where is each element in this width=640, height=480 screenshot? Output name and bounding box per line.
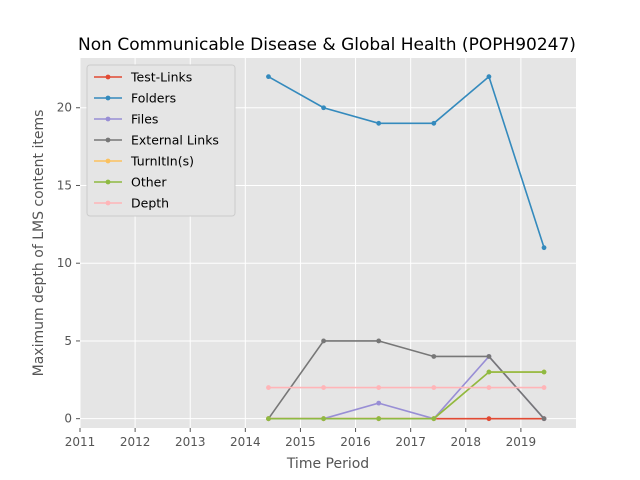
y-tick-label: 20 — [57, 101, 72, 115]
legend-label: TurnItIn(s) — [130, 154, 194, 169]
x-tick-label: 2014 — [230, 435, 261, 449]
data-point-other — [541, 369, 547, 375]
data-point-external-links — [541, 416, 547, 422]
legend: Test-Links Folders Files External Links Turn… — [86, 64, 236, 217]
x-tick-label: 2011 — [65, 435, 96, 449]
legend-marker — [105, 179, 111, 185]
legend-label: Other — [131, 175, 167, 190]
data-point-depth — [321, 385, 326, 390]
y-tick-label: 15 — [57, 178, 72, 192]
data-point-external-links — [486, 354, 492, 359]
chart-title: Non Communicable Disease & Global Health… — [78, 35, 576, 55]
data-point-other — [266, 416, 271, 422]
data-point-depth — [486, 385, 492, 390]
series-lines — [266, 74, 547, 422]
legend-marker — [105, 200, 111, 206]
x-tick-label: 2015 — [285, 435, 316, 449]
y-axis-label: Maximum depth of LMS content items — [31, 110, 47, 377]
x-axis-label: Time Period — [286, 456, 369, 472]
data-point-other — [321, 416, 326, 422]
x-tick-label: 2018 — [451, 435, 482, 449]
legend-marker — [105, 116, 111, 122]
data-point-files — [376, 400, 382, 406]
data-point-other — [431, 416, 437, 422]
series-line-other — [268, 371, 545, 420]
x-tick-label: 2016 — [340, 435, 371, 449]
data-point-external-links — [321, 338, 326, 344]
legend-label: Test-Links — [130, 70, 192, 85]
data-point-depth — [376, 385, 382, 390]
legend-label: External Links — [131, 133, 219, 148]
x-tick-label: 2013 — [175, 435, 206, 449]
series-line-folders — [268, 75, 545, 248]
data-point-folders — [321, 105, 326, 111]
legend-marker — [105, 95, 111, 101]
data-point-external-links — [376, 338, 382, 344]
series-line-external-links — [267, 340, 545, 420]
legend-box — [86, 64, 236, 217]
legend-marker — [105, 74, 111, 80]
x-tick-label: 2019 — [506, 435, 537, 449]
data-point-other — [486, 369, 492, 375]
legend-label: Folders — [131, 91, 176, 106]
legend-marker — [105, 137, 111, 143]
legend-marker — [105, 158, 111, 164]
x-tick-label: 2017 — [395, 435, 426, 449]
data-point-depth — [266, 385, 271, 390]
data-point-external-links — [431, 354, 437, 359]
data-point-depth — [431, 385, 437, 390]
data-point-test-links — [486, 416, 492, 422]
data-point-folders — [431, 120, 437, 126]
legend-label: Files — [131, 112, 158, 127]
y-axis-ticks: 0 5 10 15 20 — [57, 101, 80, 426]
data-point-depth — [541, 385, 547, 390]
data-point-folders — [266, 74, 271, 80]
legend-label: Depth — [131, 196, 169, 211]
y-tick-label: 5 — [64, 334, 72, 348]
data-point-folders — [486, 74, 492, 80]
data-point-folders — [541, 245, 547, 251]
x-axis-ticks: 2011 2012 2013 2014 2015 2016 2017 2018 2019 — [65, 428, 536, 449]
y-tick-label: 0 — [64, 412, 72, 426]
x-tick-label: 2012 — [120, 435, 151, 449]
data-point-folders — [376, 120, 382, 126]
data-point-other — [376, 416, 382, 422]
y-tick-label: 10 — [57, 256, 72, 270]
